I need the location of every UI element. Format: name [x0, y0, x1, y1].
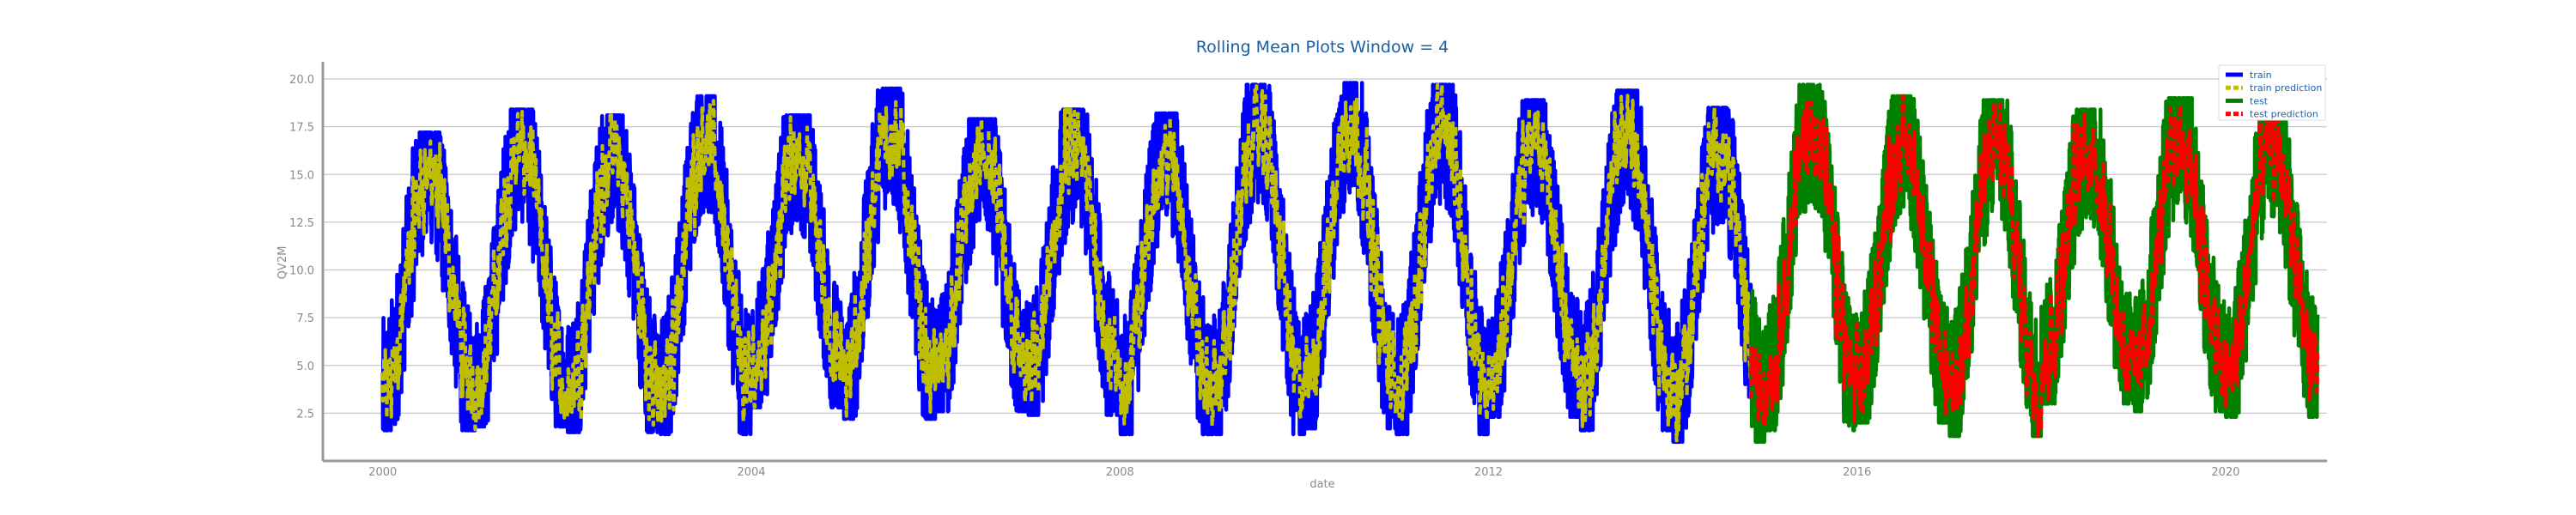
series-test-line — [1749, 82, 2320, 445]
y-axis-label: QV2M — [276, 246, 289, 280]
x-ticks: 2000 2004 2008 2012 2016 2020 — [368, 466, 2239, 479]
y-ticks: 2.5 5.0 7.5 10.0 12.5 15.0 17.5 20.0 — [289, 74, 314, 421]
series-train-prediction-line — [380, 82, 1753, 443]
x-tick-label: 2008 — [1106, 466, 1134, 479]
legend-label: test prediction — [2250, 109, 2318, 120]
x-axis-label: date — [1309, 478, 1334, 491]
legend-label: train — [2250, 70, 2272, 81]
y-tick-label: 2.5 — [296, 408, 314, 421]
y-tick-label: 20.0 — [289, 74, 314, 87]
legend-box — [2218, 64, 2326, 121]
y-tick-label: 17.5 — [289, 122, 314, 135]
legend-label: train prediction — [2250, 82, 2322, 94]
y-tick-label: 5.0 — [296, 360, 314, 373]
x-tick-label: 2016 — [1843, 466, 1871, 479]
x-tick-label: 2000 — [368, 466, 397, 479]
series-test-prediction-line — [1749, 94, 2320, 439]
x-tick-label: 2020 — [2211, 466, 2239, 479]
y-tick-label: 15.0 — [289, 169, 314, 182]
x-tick-label: 2004 — [737, 466, 765, 479]
series-lines — [380, 81, 2320, 445]
y-tick-label: 10.0 — [289, 265, 314, 278]
chart-title: Rolling Mean Plots Window = 4 — [1196, 38, 1449, 57]
y-tick-label: 7.5 — [296, 312, 314, 325]
y-tick-label: 12.5 — [289, 217, 314, 230]
legend-label: test — [2250, 95, 2269, 106]
x-tick-label: 2012 — [1474, 466, 1503, 479]
